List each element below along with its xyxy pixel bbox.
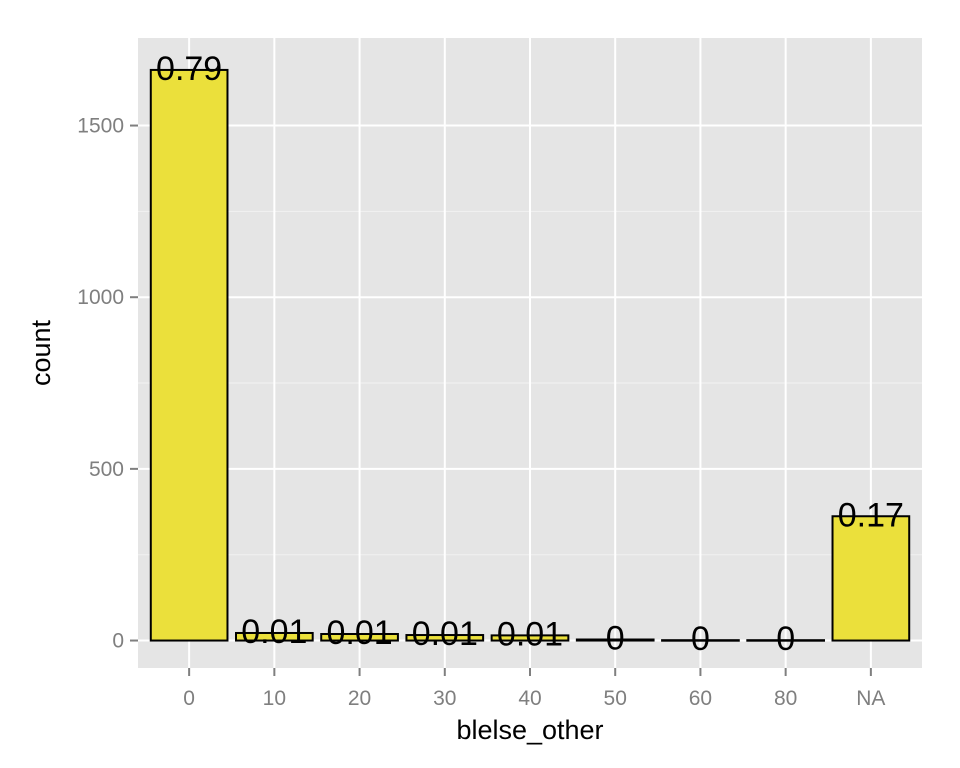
y-axis-title: count (26, 319, 56, 386)
y-axis: 0 500 1000 1500 (77, 115, 138, 653)
bar (235, 631, 314, 642)
bar-data-label: 0 (776, 620, 795, 658)
bar (490, 634, 570, 642)
bar (405, 634, 485, 642)
y-tick-label: 1000 (77, 286, 124, 309)
x-tick-label: 10 (263, 687, 286, 710)
x-tick-label: NA (856, 687, 885, 710)
bar (149, 68, 229, 642)
x-tick-label: 60 (689, 687, 712, 710)
x-tick-label: 40 (518, 687, 541, 710)
bar-data-label: 0.01 (241, 613, 307, 651)
bar-data-label: 0.17 (838, 496, 904, 534)
x-axis: 0 10 20 30 40 50 60 80 NA (183, 668, 885, 710)
bar (320, 633, 399, 642)
x-tick-label: 80 (774, 687, 797, 710)
bar-data-label: 0.01 (497, 615, 563, 653)
bar (575, 638, 655, 642)
y-tick-label: 1500 (77, 115, 124, 138)
bar-data-label: 0.01 (326, 614, 392, 652)
bar-data-labels: 0.79 0.01 0.01 0.01 0.01 0 0 0 0.17 (156, 50, 904, 658)
bar-data-label: 0 (606, 620, 625, 658)
bar-data-label: 0.79 (156, 50, 222, 88)
bar-data-label: 0.01 (412, 615, 478, 653)
bar (661, 639, 740, 642)
x-tick-label: 50 (604, 687, 627, 710)
x-tick-label: 30 (433, 687, 456, 710)
y-tick-label: 0 (112, 630, 124, 653)
bars (149, 68, 911, 642)
x-tick-label: 0 (183, 687, 195, 710)
bar-data-label: 0 (691, 620, 710, 658)
x-tick-label: 20 (348, 687, 371, 710)
bar (746, 639, 825, 642)
bar (831, 515, 911, 642)
x-axis-title: blelse_other (456, 715, 603, 745)
y-tick-label: 500 (89, 458, 124, 481)
